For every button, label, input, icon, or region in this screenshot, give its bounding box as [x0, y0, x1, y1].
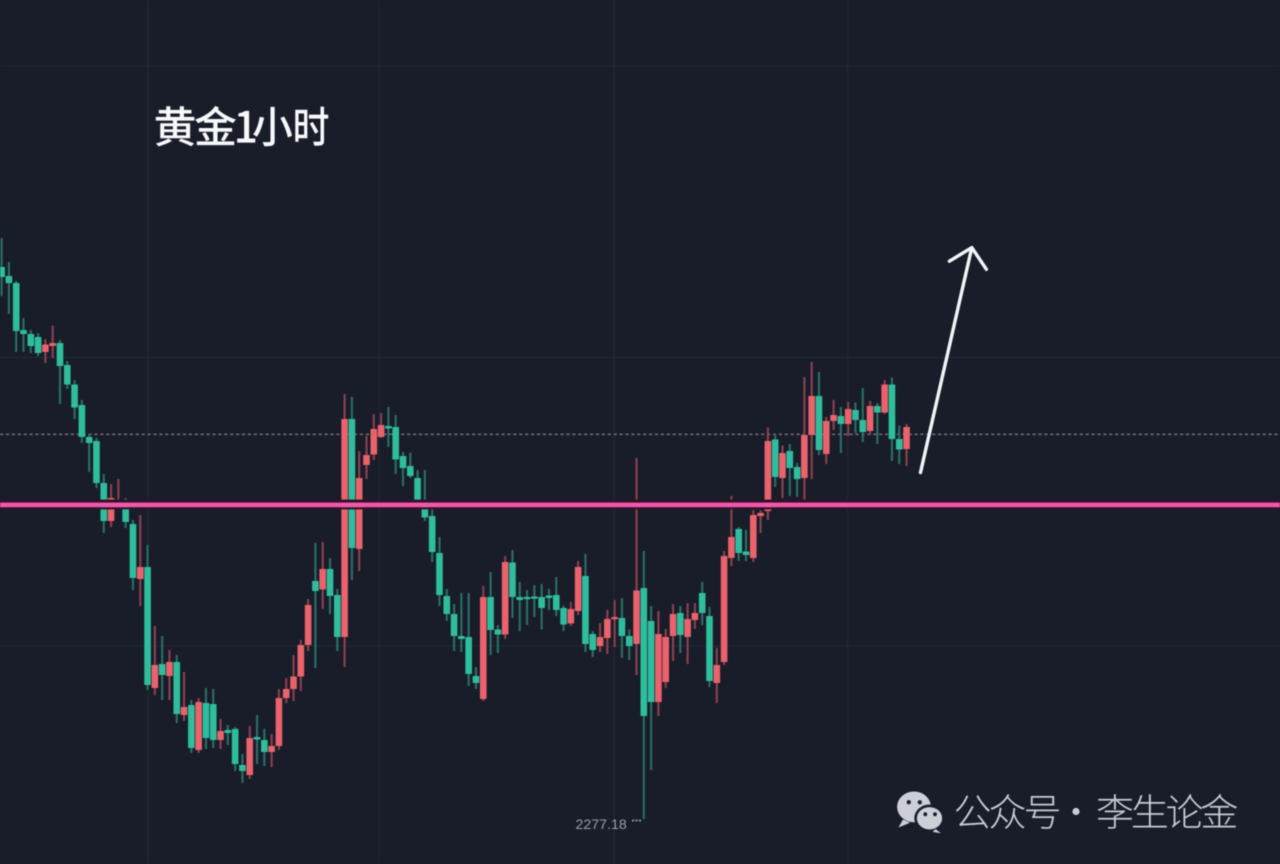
svg-text:2277.18: 2277.18: [576, 817, 627, 833]
